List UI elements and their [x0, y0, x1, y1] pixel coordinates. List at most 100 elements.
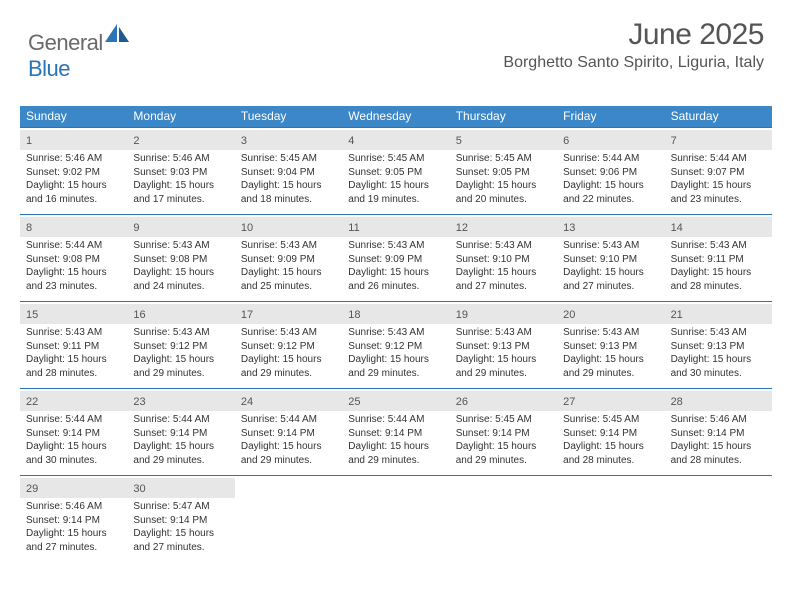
day-number-bar: 1 — [20, 130, 127, 150]
sunset-line: Sunset: 9:05 PM — [348, 166, 443, 180]
daylight-line: Daylight: 15 hours and 27 minutes. — [26, 527, 121, 554]
day-number-bar: 26 — [450, 391, 557, 411]
sunset-line: Sunset: 9:12 PM — [241, 340, 336, 354]
day-number-bar: 22 — [20, 391, 127, 411]
day-number: 18 — [348, 309, 360, 321]
day-number: 12 — [456, 222, 468, 234]
day-cell: 22Sunrise: 5:44 AMSunset: 9:14 PMDayligh… — [20, 389, 127, 475]
daylight-line: Daylight: 15 hours and 19 minutes. — [348, 179, 443, 206]
sunset-line: Sunset: 9:10 PM — [563, 253, 658, 267]
daylight-line: Daylight: 15 hours and 30 minutes. — [671, 353, 766, 380]
sunset-line: Sunset: 9:12 PM — [348, 340, 443, 354]
sunrise-line: Sunrise: 5:43 AM — [133, 239, 228, 253]
sunset-line: Sunset: 9:14 PM — [456, 427, 551, 441]
sunrise-line: Sunrise: 5:46 AM — [671, 413, 766, 427]
sunrise-line: Sunrise: 5:43 AM — [456, 326, 551, 340]
sunrise-line: Sunrise: 5:43 AM — [348, 326, 443, 340]
day-number: 26 — [456, 396, 468, 408]
day-number: 9 — [133, 222, 139, 234]
sunset-line: Sunset: 9:14 PM — [241, 427, 336, 441]
day-cell: 23Sunrise: 5:44 AMSunset: 9:14 PMDayligh… — [127, 389, 234, 475]
daylight-line: Daylight: 15 hours and 29 minutes. — [241, 353, 336, 380]
sunset-line: Sunset: 9:13 PM — [456, 340, 551, 354]
sunset-line: Sunset: 9:14 PM — [26, 427, 121, 441]
sunset-line: Sunset: 9:12 PM — [133, 340, 228, 354]
day-info: Sunrise: 5:44 AMSunset: 9:06 PMDaylight:… — [563, 152, 658, 206]
sunrise-line: Sunrise: 5:43 AM — [133, 326, 228, 340]
dow-header: Tuesday — [235, 106, 342, 127]
day-number: 10 — [241, 222, 253, 234]
sunset-line: Sunset: 9:14 PM — [26, 514, 121, 528]
sunrise-line: Sunrise: 5:43 AM — [241, 326, 336, 340]
sunset-line: Sunset: 9:09 PM — [348, 253, 443, 267]
daylight-line: Daylight: 15 hours and 23 minutes. — [671, 179, 766, 206]
sunrise-line: Sunrise: 5:43 AM — [563, 239, 658, 253]
day-info: Sunrise: 5:43 AMSunset: 9:11 PMDaylight:… — [671, 239, 766, 293]
day-cell: 17Sunrise: 5:43 AMSunset: 9:12 PMDayligh… — [235, 302, 342, 388]
day-cell: 30Sunrise: 5:47 AMSunset: 9:14 PMDayligh… — [127, 476, 234, 562]
day-number-bar: 13 — [557, 217, 664, 237]
dow-header: Thursday — [450, 106, 557, 127]
dow-header: Monday — [127, 106, 234, 127]
sunrise-line: Sunrise: 5:43 AM — [26, 326, 121, 340]
daylight-line: Daylight: 15 hours and 24 minutes. — [133, 266, 228, 293]
day-cell: 11Sunrise: 5:43 AMSunset: 9:09 PMDayligh… — [342, 215, 449, 301]
day-info: Sunrise: 5:44 AMSunset: 9:08 PMDaylight:… — [26, 239, 121, 293]
sunset-line: Sunset: 9:14 PM — [563, 427, 658, 441]
calendar: SundayMondayTuesdayWednesdayThursdayFrid… — [20, 106, 772, 562]
daylight-line: Daylight: 15 hours and 28 minutes. — [26, 353, 121, 380]
day-cell: 9 Sunrise: 5:43 AMSunset: 9:08 PMDaylight… — [127, 215, 234, 301]
day-cell: 29Sunrise: 5:46 AMSunset: 9:14 PMDayligh… — [20, 476, 127, 562]
daylight-line: Daylight: 15 hours and 29 minutes. — [133, 440, 228, 467]
day-number-bar: 9 — [127, 217, 234, 237]
day-number-bar: 14 — [665, 217, 772, 237]
day-number-bar: 20 — [557, 304, 664, 324]
sunrise-line: Sunrise: 5:43 AM — [348, 239, 443, 253]
daylight-line: Daylight: 15 hours and 29 minutes. — [348, 440, 443, 467]
day-info: Sunrise: 5:43 AMSunset: 9:12 PMDaylight:… — [241, 326, 336, 380]
week-row: 1Sunrise: 5:46 AMSunset: 9:02 PMDaylight… — [20, 127, 772, 214]
daylight-line: Daylight: 15 hours and 22 minutes. — [563, 179, 658, 206]
empty-cell — [342, 476, 449, 562]
sunset-line: Sunset: 9:03 PM — [133, 166, 228, 180]
day-number: 21 — [671, 309, 683, 321]
page-title: June 2025 — [503, 18, 764, 52]
logo-text-part1: General — [28, 30, 103, 55]
daylight-line: Daylight: 15 hours and 28 minutes. — [671, 440, 766, 467]
sunset-line: Sunset: 9:13 PM — [671, 340, 766, 354]
daylight-line: Daylight: 15 hours and 30 minutes. — [26, 440, 121, 467]
day-number: 11 — [348, 222, 359, 234]
empty-cell — [235, 476, 342, 562]
day-cell: 25Sunrise: 5:44 AMSunset: 9:14 PMDayligh… — [342, 389, 449, 475]
day-cell: 20Sunrise: 5:43 AMSunset: 9:13 PMDayligh… — [557, 302, 664, 388]
day-number: 15 — [26, 309, 38, 321]
day-cell: 1Sunrise: 5:46 AMSunset: 9:02 PMDaylight… — [20, 128, 127, 214]
sunrise-line: Sunrise: 5:45 AM — [348, 152, 443, 166]
week-row: 8Sunrise: 5:44 AMSunset: 9:08 PMDaylight… — [20, 214, 772, 301]
day-number-bar: 6 — [557, 130, 664, 150]
day-number: 20 — [563, 309, 575, 321]
day-cell: 10Sunrise: 5:43 AMSunset: 9:09 PMDayligh… — [235, 215, 342, 301]
day-number-bar: 17 — [235, 304, 342, 324]
sunset-line: Sunset: 9:13 PM — [563, 340, 658, 354]
day-number: 5 — [456, 135, 462, 147]
sunset-line: Sunset: 9:14 PM — [133, 427, 228, 441]
daylight-line: Daylight: 15 hours and 27 minutes. — [456, 266, 551, 293]
day-number-bar: 23 — [127, 391, 234, 411]
day-number-bar: 18 — [342, 304, 449, 324]
daylight-line: Daylight: 15 hours and 27 minutes. — [563, 266, 658, 293]
day-number-bar: 5 — [450, 130, 557, 150]
sunset-line: Sunset: 9:08 PM — [26, 253, 121, 267]
day-info: Sunrise: 5:43 AMSunset: 9:08 PMDaylight:… — [133, 239, 228, 293]
day-number: 7 — [671, 135, 677, 147]
day-number-bar: 2 — [127, 130, 234, 150]
day-number-bar: 7 — [665, 130, 772, 150]
day-number-bar: 28 — [665, 391, 772, 411]
daylight-line: Daylight: 15 hours and 28 minutes. — [671, 266, 766, 293]
day-info: Sunrise: 5:43 AMSunset: 9:13 PMDaylight:… — [456, 326, 551, 380]
day-number: 16 — [133, 309, 145, 321]
sunrise-line: Sunrise: 5:43 AM — [456, 239, 551, 253]
daylight-line: Daylight: 15 hours and 25 minutes. — [241, 266, 336, 293]
empty-cell — [557, 476, 664, 562]
sunset-line: Sunset: 9:14 PM — [671, 427, 766, 441]
